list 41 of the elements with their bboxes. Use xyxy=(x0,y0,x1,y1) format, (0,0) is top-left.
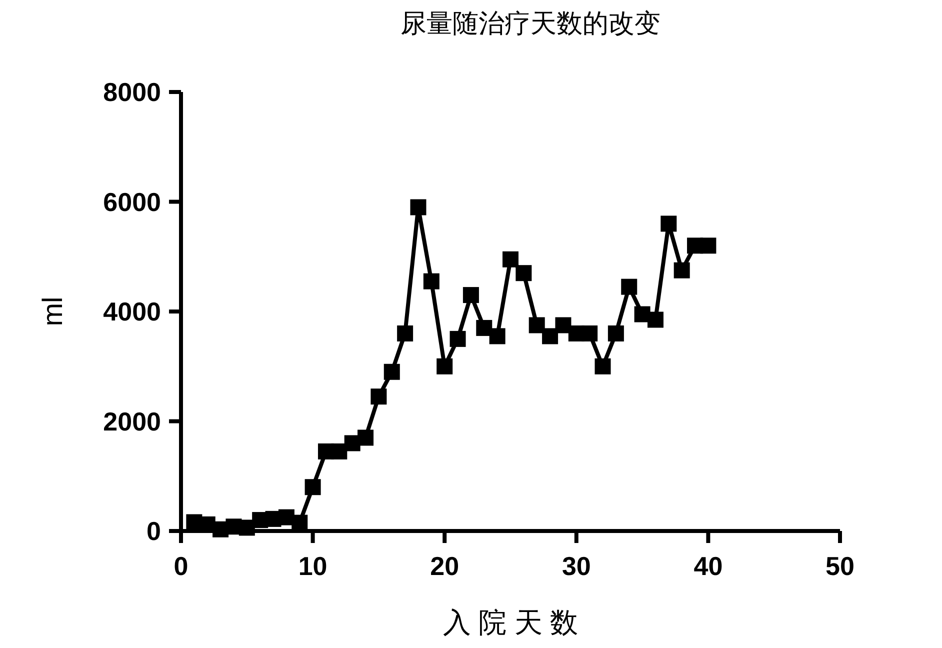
point xyxy=(331,443,348,460)
point xyxy=(700,238,716,254)
y-axis-title: ml xyxy=(37,296,68,326)
point xyxy=(608,325,624,342)
x-tick-label: 20 xyxy=(430,551,460,581)
point xyxy=(436,358,453,374)
point xyxy=(582,325,598,342)
y-tick-label: 8000 xyxy=(103,77,161,107)
point xyxy=(502,251,518,268)
point xyxy=(674,262,690,278)
point xyxy=(384,364,400,380)
point xyxy=(555,317,572,334)
x-axis-title: 入 院 天 数 xyxy=(442,607,578,638)
y-tick-label: 0 xyxy=(146,516,161,546)
point xyxy=(489,328,506,344)
point xyxy=(462,287,479,304)
point xyxy=(370,388,387,405)
point xyxy=(397,325,414,342)
x-tick-label: 10 xyxy=(298,551,328,581)
point xyxy=(358,430,374,446)
point xyxy=(542,328,558,344)
point xyxy=(621,278,638,295)
point xyxy=(516,265,532,282)
point xyxy=(292,514,308,531)
x-tick-label: 0 xyxy=(174,551,188,581)
y-tick-label: 4000 xyxy=(103,296,161,326)
point xyxy=(410,199,426,216)
x-tick-label: 50 xyxy=(826,551,854,581)
x-tick-label: 30 xyxy=(562,551,591,581)
point xyxy=(476,320,492,336)
point xyxy=(660,216,677,232)
point xyxy=(647,312,664,328)
point xyxy=(450,330,466,347)
chart-title: 尿量随治疗天数的改变 xyxy=(400,8,660,38)
point xyxy=(594,358,611,374)
point xyxy=(423,273,440,290)
point xyxy=(528,317,545,334)
x-tick-label: 40 xyxy=(694,551,723,581)
y-tick-label: 6000 xyxy=(103,186,161,217)
y-tick-label: 2000 xyxy=(103,406,161,436)
point xyxy=(304,479,321,496)
